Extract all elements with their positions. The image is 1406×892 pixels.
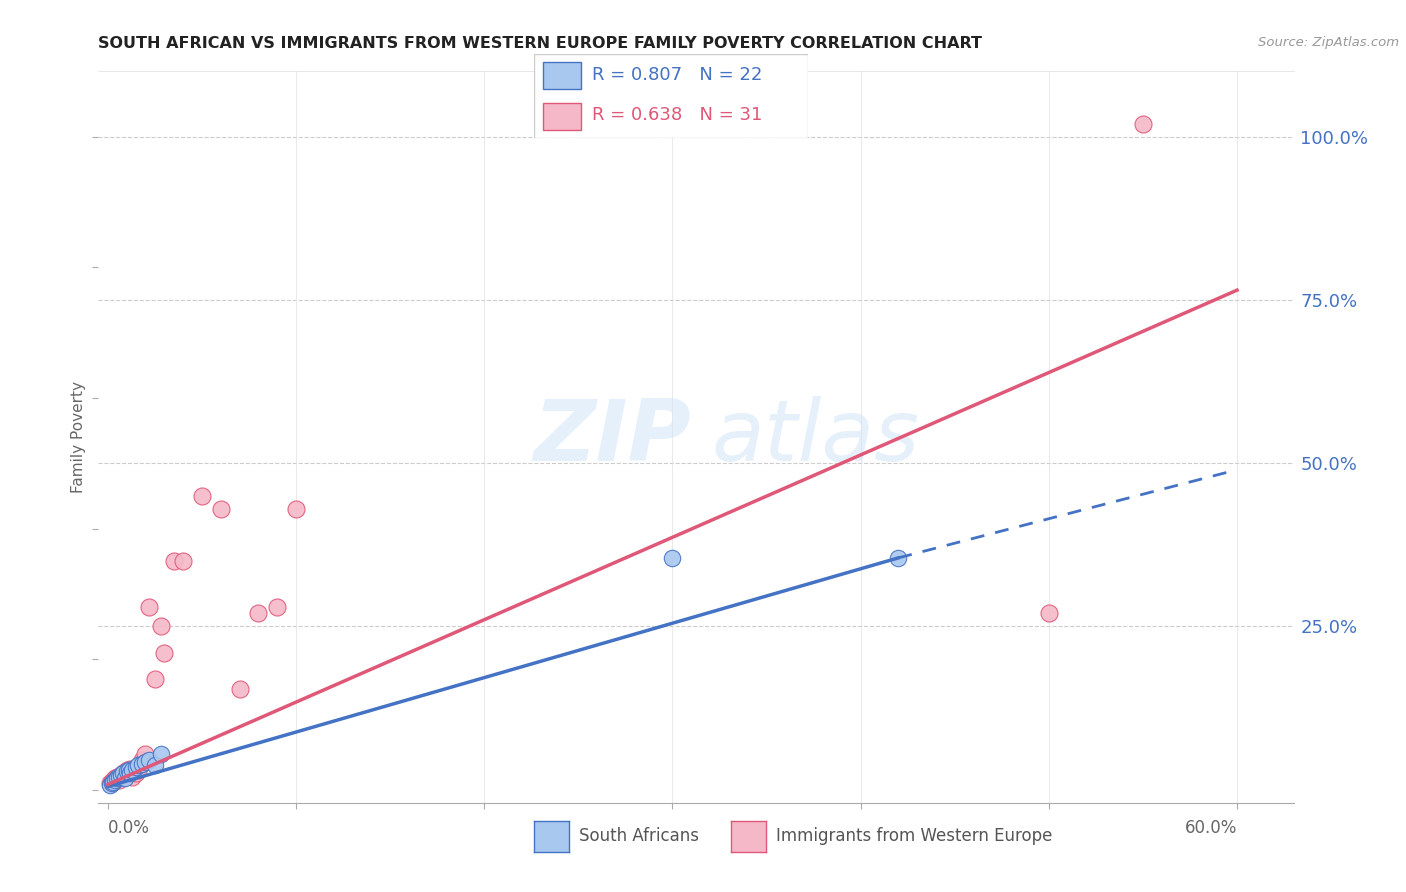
Point xyxy=(285,502,308,516)
Point xyxy=(114,771,136,785)
FancyBboxPatch shape xyxy=(543,103,581,130)
Point xyxy=(103,775,125,789)
Y-axis label: Family Poverty: Family Poverty xyxy=(70,381,86,493)
Point xyxy=(134,756,156,770)
Point xyxy=(172,554,194,568)
Point xyxy=(127,758,149,772)
Point xyxy=(110,768,132,782)
Point xyxy=(887,550,910,565)
Point xyxy=(104,772,127,787)
Point xyxy=(131,756,153,771)
Point xyxy=(117,763,139,777)
Point xyxy=(209,502,232,516)
Point xyxy=(114,770,136,784)
Point xyxy=(1132,117,1154,131)
Text: ZIP: ZIP xyxy=(533,395,692,479)
Point xyxy=(98,778,121,792)
Point xyxy=(115,763,138,777)
Point xyxy=(125,766,148,780)
Point xyxy=(111,766,134,780)
Point xyxy=(127,763,149,777)
Text: R = 0.638   N = 31: R = 0.638 N = 31 xyxy=(592,106,762,124)
Text: 0.0%: 0.0% xyxy=(108,819,149,837)
Point xyxy=(266,599,288,614)
Point xyxy=(143,672,166,686)
Point xyxy=(661,550,683,565)
Point xyxy=(120,766,142,780)
Point xyxy=(191,489,214,503)
Point xyxy=(149,619,172,633)
Point xyxy=(100,775,122,789)
Point xyxy=(120,762,142,776)
Text: 60.0%: 60.0% xyxy=(1185,819,1237,837)
Text: South Africans: South Africans xyxy=(579,827,699,845)
Point xyxy=(138,753,160,767)
Point xyxy=(131,753,153,767)
Point xyxy=(115,764,138,779)
Point xyxy=(117,764,139,779)
FancyBboxPatch shape xyxy=(543,62,581,89)
Point xyxy=(138,599,160,614)
Point xyxy=(121,770,143,784)
Point xyxy=(105,770,128,784)
Point xyxy=(105,771,128,785)
Point xyxy=(153,646,176,660)
Point xyxy=(143,758,166,772)
Point xyxy=(111,766,134,780)
Point xyxy=(247,607,270,621)
Point xyxy=(100,776,122,790)
Point xyxy=(125,760,148,774)
Point xyxy=(121,763,143,777)
Point xyxy=(98,776,121,790)
Point xyxy=(104,771,127,785)
FancyBboxPatch shape xyxy=(534,54,808,138)
Point xyxy=(1038,607,1060,621)
Point xyxy=(134,747,156,761)
Point xyxy=(110,768,132,782)
Text: R = 0.807   N = 22: R = 0.807 N = 22 xyxy=(592,66,762,84)
Point xyxy=(149,747,172,761)
Text: Immigrants from Western Europe: Immigrants from Western Europe xyxy=(776,827,1053,845)
Point xyxy=(108,772,131,787)
Point xyxy=(163,554,186,568)
Point xyxy=(228,681,250,696)
Point xyxy=(103,772,125,787)
Text: atlas: atlas xyxy=(711,395,920,479)
Text: Source: ZipAtlas.com: Source: ZipAtlas.com xyxy=(1258,36,1399,49)
Text: SOUTH AFRICAN VS IMMIGRANTS FROM WESTERN EUROPE FAMILY POVERTY CORRELATION CHART: SOUTH AFRICAN VS IMMIGRANTS FROM WESTERN… xyxy=(98,36,983,51)
Point xyxy=(108,770,131,784)
